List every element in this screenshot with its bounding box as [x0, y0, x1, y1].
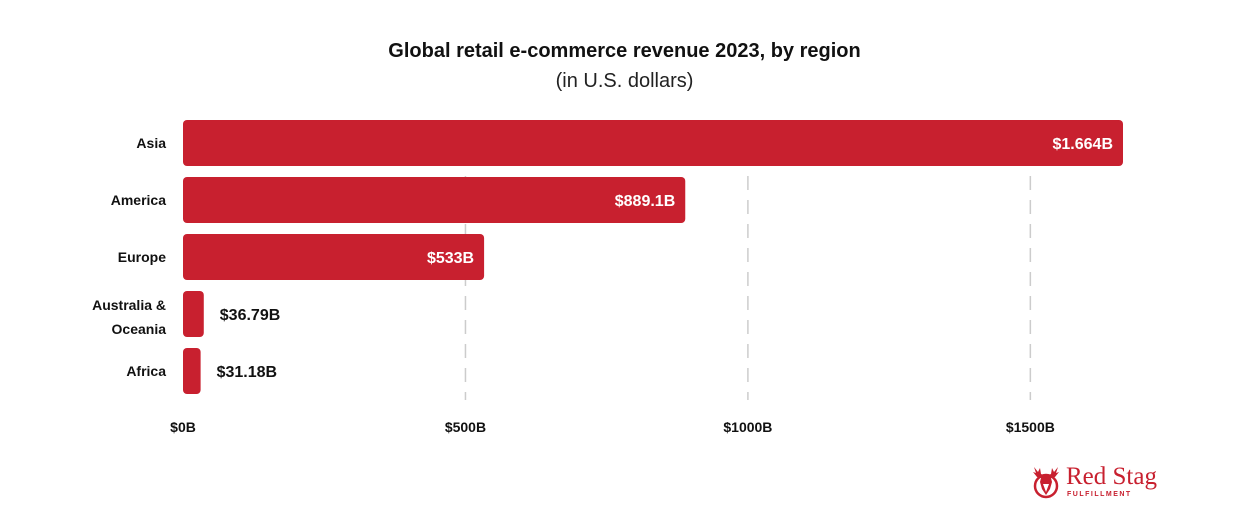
category-label-line: Europe — [118, 249, 166, 265]
value-label: $889.1B — [615, 193, 676, 210]
x-tick-label: $0B — [170, 419, 196, 435]
red-stag-logo: Red Stag FULFILLMENT — [1030, 463, 1200, 507]
bar — [183, 234, 485, 280]
category-label-line: Africa — [126, 363, 166, 379]
category-labels: Asia America Europe Australia & Oceania Afric… — [92, 135, 166, 379]
x-tick-label: $500B — [445, 419, 486, 435]
category-label-line: Oceania — [112, 321, 167, 337]
logo-name: Red Stag — [1066, 463, 1157, 490]
logo-subtext: FULFILLMENT — [1067, 491, 1132, 498]
value-labels: $1.664B $889.1B $533B $36.79B $31.18B — [217, 136, 1113, 381]
category-label-line: America — [111, 192, 166, 208]
value-label: $1.664B — [1053, 136, 1114, 153]
category-label: Australia & Oceania — [92, 297, 166, 337]
value-label: $36.79B — [220, 307, 281, 324]
category-label: America — [111, 192, 166, 208]
value-label: $31.18B — [217, 364, 278, 381]
bars — [183, 120, 1123, 394]
category-label-line: Asia — [136, 135, 166, 151]
x-axis-ticks: $0B $500B $1000B $1500B — [170, 419, 1055, 435]
x-tick-label: $1500B — [1006, 419, 1055, 435]
chart-title: Global retail e-commerce revenue 2023, b… — [388, 40, 861, 62]
category-label: Asia — [136, 135, 166, 151]
category-label: Africa — [126, 363, 166, 379]
category-label: Europe — [118, 249, 166, 265]
value-label: $533B — [427, 250, 474, 267]
category-label-line: Australia & — [92, 297, 166, 313]
bar — [183, 348, 201, 394]
stag-head-icon — [1033, 467, 1059, 499]
chart-subtitle: (in U.S. dollars) — [555, 70, 694, 92]
x-tick-label: $1000B — [723, 419, 772, 435]
bar — [183, 177, 686, 223]
bar — [183, 291, 204, 337]
bar — [183, 120, 1123, 166]
